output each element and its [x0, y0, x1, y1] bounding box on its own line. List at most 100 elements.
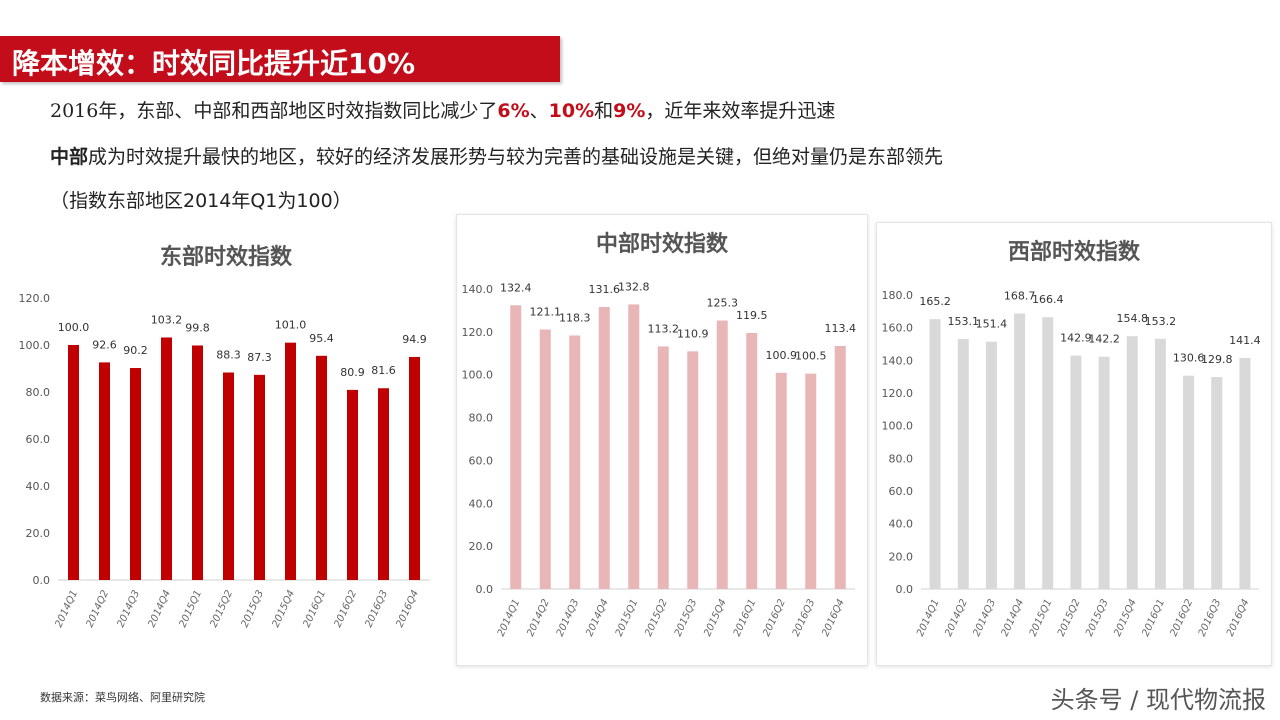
- central-index-chart: 中部时效指数 0.0 20.0 40.0 60.0 80.0 100.0 120.0 140.0…: [456, 214, 868, 666]
- x-tick-label: 2014Q3: [115, 589, 142, 630]
- y-tick-label: 40.0: [26, 480, 51, 493]
- data-label: 142.2: [1088, 333, 1120, 346]
- bar-2016Q2: [347, 389, 358, 580]
- separator-text: 、: [529, 100, 549, 122]
- data-label: 125.3: [707, 297, 739, 310]
- x-tick-label: 2014Q4: [1000, 598, 1027, 639]
- bar-2014Q3: [130, 368, 141, 580]
- data-label: 90.2: [123, 344, 148, 357]
- data-label: 132.8: [618, 280, 650, 293]
- index-note: （指数东部地区2014年Q1为100）: [50, 190, 352, 212]
- data-label: 130.6: [1173, 352, 1205, 365]
- data-label: 153.1: [948, 315, 980, 328]
- chart-title: 中部时效指数: [596, 231, 729, 257]
- bar-2016Q3: [1211, 376, 1223, 589]
- data-label: 131.6: [589, 283, 621, 296]
- west-chart-svg: 西部时效指数 0.0 20.0 40.0 60.0 80.0 100.0 120.0 140.0…: [882, 239, 1261, 639]
- y-tick-label: 140.0: [882, 354, 914, 367]
- bar-2016Q3: [378, 388, 389, 580]
- data-label: 100.9: [766, 349, 798, 362]
- x-tick-label: 2015Q4: [270, 589, 297, 630]
- x-tick-label: 2016Q1: [301, 589, 328, 630]
- bar-2016Q4: [1239, 358, 1251, 589]
- central-decline-highlight: 10%: [548, 100, 595, 122]
- central-chart-svg: 中部时效指数 0.0 20.0 40.0 60.0 80.0 100.0 120.0 140.0…: [462, 231, 857, 639]
- x-tick-label: 2016Q2: [761, 598, 788, 639]
- watermark: 头条号 / 现代物流报: [1050, 686, 1266, 714]
- bar-2016Q1: [1154, 338, 1166, 589]
- bar-2015Q1: [628, 304, 640, 589]
- data-label: 132.4: [500, 281, 532, 294]
- y-tick-label: 80.0: [469, 412, 494, 425]
- x-tick-label: 2014Q3: [971, 598, 998, 639]
- y-tick-label: 120.0: [462, 326, 494, 339]
- bar-2015Q2: [1070, 355, 1082, 589]
- x-tick-label: 2014Q1: [53, 589, 80, 630]
- data-label: 94.9: [402, 333, 427, 346]
- x-tick-label: 2015Q4: [702, 598, 729, 639]
- data-label: 151.4: [976, 318, 1008, 331]
- bar-2015Q2: [657, 346, 669, 589]
- data-label: 95.4: [309, 332, 334, 345]
- x-tick-label: 2016Q4: [1225, 598, 1252, 639]
- bar-2014Q3: [985, 341, 997, 589]
- y-tick-label: 80.0: [26, 386, 51, 399]
- title-banner: 降本增效：时效同比提升近10%: [0, 36, 560, 82]
- x-tick-label: 2016Q3: [363, 589, 390, 630]
- x-tick-label: 2014Q1: [915, 598, 942, 639]
- y-tick-label: 0.0: [33, 574, 51, 587]
- data-label: 141.4: [1229, 334, 1261, 347]
- y-tick-label: 60.0: [889, 485, 914, 498]
- x-tick-label: 2015Q2: [208, 589, 235, 630]
- y-tick-label: 20.0: [889, 550, 914, 563]
- bar-2014Q1: [510, 305, 522, 589]
- y-tick-label: 60.0: [469, 454, 494, 467]
- data-label: 113.2: [648, 322, 680, 335]
- y-tick-label: 40.0: [469, 497, 494, 510]
- data-label: 165.2: [919, 295, 951, 308]
- data-label: 121.1: [530, 306, 562, 319]
- x-tick-label: 2015Q1: [177, 589, 204, 630]
- bar-2014Q2: [957, 338, 969, 589]
- east-decline-highlight: 6%: [497, 100, 530, 122]
- data-label: 103.2: [151, 313, 183, 326]
- bar-2016Q4: [409, 356, 420, 580]
- summary-line-1: 2016年，东部、中部和西部地区时效指数同比减少了6%、10%和9%，近年来效率…: [50, 96, 835, 123]
- x-tick-label: 2015Q1: [1028, 598, 1055, 639]
- y-tick-label: 20.0: [469, 540, 494, 553]
- data-label: 87.3: [247, 351, 272, 364]
- y-tick-label: 0.0: [896, 583, 914, 596]
- y-tick-label: 60.0: [26, 433, 51, 446]
- west-decline-highlight: 9%: [613, 100, 646, 122]
- chart-title: 东部时效指数: [160, 244, 293, 270]
- x-tick-label: 2014Q4: [146, 589, 173, 630]
- x-tick-label: 2014Q4: [584, 598, 611, 639]
- central-region-label: 中部: [50, 146, 89, 168]
- data-label: 101.0: [275, 319, 307, 332]
- bar-2016Q2: [1183, 375, 1195, 589]
- bar-2014Q4: [598, 307, 610, 589]
- bar-2016Q1: [746, 332, 758, 589]
- y-tick-label: 100.0: [882, 420, 914, 433]
- y-tick-label: 140.0: [462, 283, 494, 296]
- x-tick-label: 2015Q3: [239, 589, 266, 630]
- x-tick-label: 2014Q2: [525, 598, 552, 639]
- bar-2016Q3: [805, 373, 817, 589]
- data-label: 166.4: [1032, 293, 1064, 306]
- data-label: 100.5: [795, 350, 827, 363]
- x-tick-label: 2014Q2: [943, 598, 970, 639]
- x-tick-label: 2016Q4: [394, 589, 421, 630]
- data-label: 113.4: [825, 322, 857, 335]
- summary-text: 成为时效提升最快的地区，较好的经济发展形势与较为完善的基础设施是关键，但绝对量仍…: [88, 146, 944, 168]
- separator-text: 和: [594, 100, 614, 122]
- bar-2014Q1: [68, 345, 79, 580]
- y-tick-label: 160.0: [882, 322, 914, 335]
- data-label: 118.3: [559, 312, 591, 325]
- bar-2015Q3: [687, 351, 699, 589]
- x-tick-label: 2015Q1: [614, 598, 641, 639]
- x-tick-label: 2014Q1: [496, 598, 523, 639]
- bar-2014Q1: [929, 319, 941, 589]
- east-index-chart: 东部时效指数 0.0 20.0 40.0 60.0 80.0 100.0 120.0 100.0…: [10, 228, 442, 648]
- data-label: 81.6: [371, 364, 396, 377]
- x-tick-label: 2015Q3: [1084, 598, 1111, 639]
